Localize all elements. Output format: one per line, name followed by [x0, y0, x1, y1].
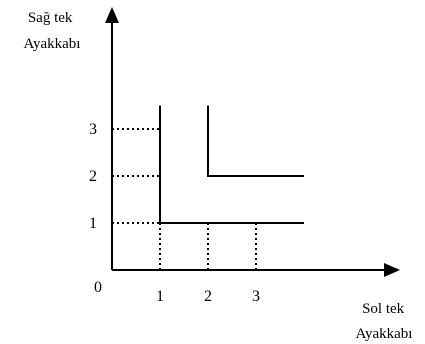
guide-lines [112, 128, 257, 270]
x-axis-label: Sol tek Ayakkabı [356, 301, 413, 342]
y-tick-label: 2 [89, 168, 97, 185]
y-axis-label-line-2: Ayakkabı [24, 36, 81, 52]
x-axis-label-line-2: Ayakkabı [356, 326, 413, 342]
indifference-curves [159, 105, 304, 224]
tick-labels: 1 2 3 1 2 3 [89, 121, 260, 305]
x-axis-label-line-1: Sol tek [362, 301, 405, 317]
y-axis-label: Sağ tek Ayakkabı [24, 10, 81, 52]
indifference-curve-1 [159, 105, 304, 224]
y-tick-label: 3 [89, 121, 97, 138]
y-axis-label-line-1: Sağ tek [28, 10, 73, 26]
y-axis-arrow-icon [105, 7, 119, 23]
origin-label: 0 [94, 279, 102, 296]
x-tick-label: 3 [252, 288, 260, 305]
x-axis-arrow-icon [384, 263, 400, 277]
x-tick-label: 2 [204, 288, 212, 305]
axes [105, 7, 400, 277]
x-tick-label: 1 [156, 288, 164, 305]
indifference-curve-2 [207, 105, 304, 177]
y-tick-label: 1 [89, 215, 97, 232]
